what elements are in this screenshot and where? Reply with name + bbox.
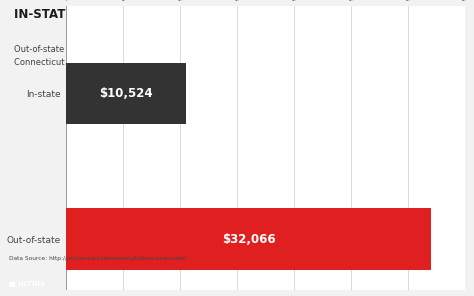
Bar bbox=[66, 63, 186, 124]
Text: ■ ULTIUS: ■ ULTIUS bbox=[9, 281, 46, 287]
Bar bbox=[66, 208, 431, 270]
Text: IN-STATE VS. OUT-OF-STATE TUITION (U. CONNECTICUT): IN-STATE VS. OUT-OF-STATE TUITION (U. CO… bbox=[14, 8, 384, 21]
Text: $10,524: $10,524 bbox=[100, 87, 153, 100]
Text: Out-of-state students at the University of Connecticut pay three times as much t: Out-of-state students at the University … bbox=[14, 46, 390, 67]
Text: $32,066: $32,066 bbox=[222, 233, 275, 246]
Text: Copyright © 2017 Ultius, Inc.: Copyright © 2017 Ultius, Inc. bbox=[379, 281, 465, 287]
Text: Data Source: http://uconn.edu/admissions/tuition-and-costs/: Data Source: http://uconn.edu/admissions… bbox=[9, 256, 187, 261]
